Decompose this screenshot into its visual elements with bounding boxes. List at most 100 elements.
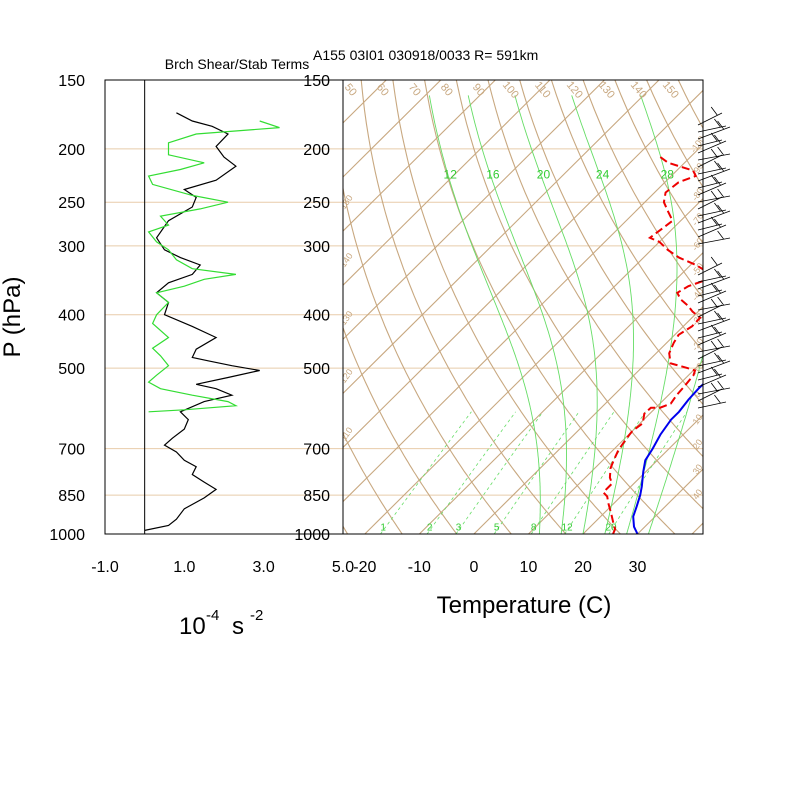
wind-barb <box>697 120 731 140</box>
pressure-tick-label: 850 <box>58 488 85 505</box>
isotherm-label: 40 <box>691 487 705 501</box>
isotherm-label: 0 <box>692 389 703 399</box>
isotherm-line <box>582 414 703 534</box>
wind-barb <box>697 366 723 381</box>
wind-barb <box>697 174 723 189</box>
isotherm-label: -130 <box>336 309 355 329</box>
isotherm-line <box>0 80 332 534</box>
wind-barb <box>697 312 731 332</box>
dry-adiabat-line <box>764 64 800 546</box>
wind-barb <box>697 230 731 245</box>
temperature-tick-label: -20 <box>353 559 376 576</box>
temperature-tick-label: -10 <box>408 559 431 576</box>
wind-barb <box>697 148 723 168</box>
isotherm-line <box>343 80 442 178</box>
wind-barb <box>697 368 727 388</box>
left-series-line-green <box>147 120 280 413</box>
moist-adiabat-line <box>648 353 703 534</box>
dry-adiabat-line <box>733 64 800 546</box>
wind-barb <box>697 352 727 367</box>
wind-barb <box>697 324 723 339</box>
wind-barb <box>697 188 731 203</box>
dry-adiabat-label: 80 <box>438 82 455 99</box>
wind-barb <box>697 216 723 231</box>
moist-adiabat-label: 16 <box>486 167 500 181</box>
right-panel-frame <box>342 79 704 535</box>
mixing-ratio-line <box>455 411 544 534</box>
mixing-ratio-label: 2 <box>427 522 433 533</box>
isotherm-line <box>0 80 277 534</box>
pressure-tick-label: 250 <box>58 195 85 212</box>
dry-adiabat-line <box>424 80 676 534</box>
mixing-ratio-line <box>530 411 615 534</box>
left-x-tick-labels: -1.0 1.0 3.0 5.0 <box>91 559 354 576</box>
wind-barb <box>697 204 731 224</box>
pressure-tick-label: 500 <box>303 361 330 378</box>
dry-adiabat-label: 90 <box>470 82 487 99</box>
pressure-tick-label: 700 <box>303 442 330 459</box>
wind-barb <box>697 146 731 161</box>
dry-adiabat-label: 100 <box>500 79 521 101</box>
left-series-line-black <box>144 112 260 531</box>
isotherm-line <box>343 89 703 449</box>
right-panel-title: A155 03I01 030918/0033 R= 591km <box>313 47 538 63</box>
dry-adiabat-line <box>519 80 703 406</box>
wind-barbs <box>697 106 731 409</box>
wind-barb <box>697 282 723 297</box>
mixing-ratio-line <box>493 411 580 534</box>
pressure-tick-label: 200 <box>303 142 330 159</box>
isotherm-line <box>691 522 703 534</box>
dry-adiabat-line <box>614 80 703 245</box>
pressure-tick-label: 400 <box>58 308 85 325</box>
pressure-tick-label: 1000 <box>49 527 85 544</box>
isotherm-label: -140 <box>336 251 355 271</box>
temperature-tick-label: 20 <box>574 559 592 576</box>
isotherm-label: 30 <box>691 462 705 476</box>
dry-adiabat-label: 140 <box>628 79 649 101</box>
wind-barb <box>697 284 727 304</box>
left-x-tick-label: 1.0 <box>173 559 195 576</box>
dry-adiabat-line <box>343 525 349 534</box>
isotherm-label: -110 <box>336 425 354 445</box>
right-series-group <box>601 153 703 534</box>
wind-barb <box>697 218 727 238</box>
temperature-tick-label: 30 <box>629 559 647 576</box>
wind-barb <box>697 134 727 154</box>
left-pressure-tick-labels: 150 200 250 300 400 500 700 850 1000 <box>49 73 85 544</box>
wind-barb <box>697 340 723 360</box>
dry-adiabat-line <box>487 80 703 458</box>
moist-adiabat-line <box>514 95 598 534</box>
unit-exponent-2: -2 <box>250 607 263 624</box>
dry-adiabat-line <box>702 64 800 546</box>
wind-barb <box>697 256 723 276</box>
isotherm-line <box>418 251 703 534</box>
moist-adiabat-line <box>571 95 634 534</box>
pressure-tick-label: 850 <box>303 488 330 505</box>
dry-adiabat-line <box>795 64 800 546</box>
pressure-tick-label: 150 <box>303 73 330 90</box>
pressure-tick-label: 300 <box>303 239 330 256</box>
pressure-tick-label: 300 <box>58 239 85 256</box>
moist-adiabat-label: 20 <box>537 167 551 181</box>
wind-barb <box>697 190 723 210</box>
isotherm-line <box>343 80 496 232</box>
wind-barb <box>697 298 723 318</box>
dry-adiabat-label: 60 <box>374 82 391 99</box>
mixing-ratio-label: 1 <box>380 522 386 533</box>
dry-adiabat-label: 130 <box>596 79 617 101</box>
wind-barb <box>697 354 731 374</box>
pressure-tick-label: 150 <box>58 73 85 90</box>
dry-adiabat-line <box>646 80 703 188</box>
left-panel: 150 200 250 300 400 500 700 850 1000 -1.0 1.0 3.0 5… <box>49 56 354 640</box>
pressure-tick-label: 1000 <box>294 527 330 544</box>
mixing-ratio-line <box>426 411 516 534</box>
isotherm-line <box>343 80 605 341</box>
isotherm-line <box>343 80 551 286</box>
left-x-tick-label: 5.0 <box>332 559 354 576</box>
temperature-axis-title: Temperature (C) <box>437 592 612 619</box>
dewpoint-line <box>601 153 703 534</box>
mixing-ratio-line <box>380 411 472 534</box>
unit-exponent: -4 <box>206 607 219 624</box>
wind-barb <box>697 394 727 409</box>
